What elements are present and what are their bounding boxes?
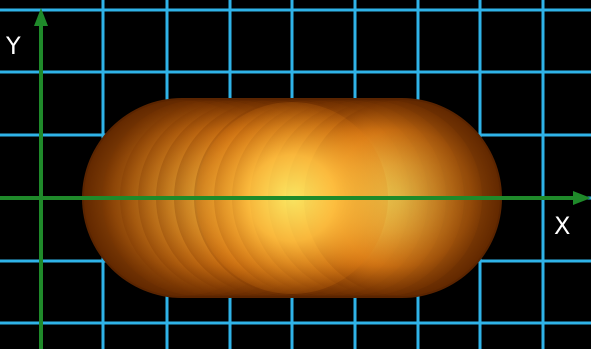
y-axis-arrowhead — [34, 8, 48, 26]
coordinate-axes — [0, 8, 591, 349]
x-axis-label: X — [554, 212, 571, 240]
y-axis-label: Y — [6, 32, 21, 60]
x-axis-arrowhead — [573, 191, 591, 205]
